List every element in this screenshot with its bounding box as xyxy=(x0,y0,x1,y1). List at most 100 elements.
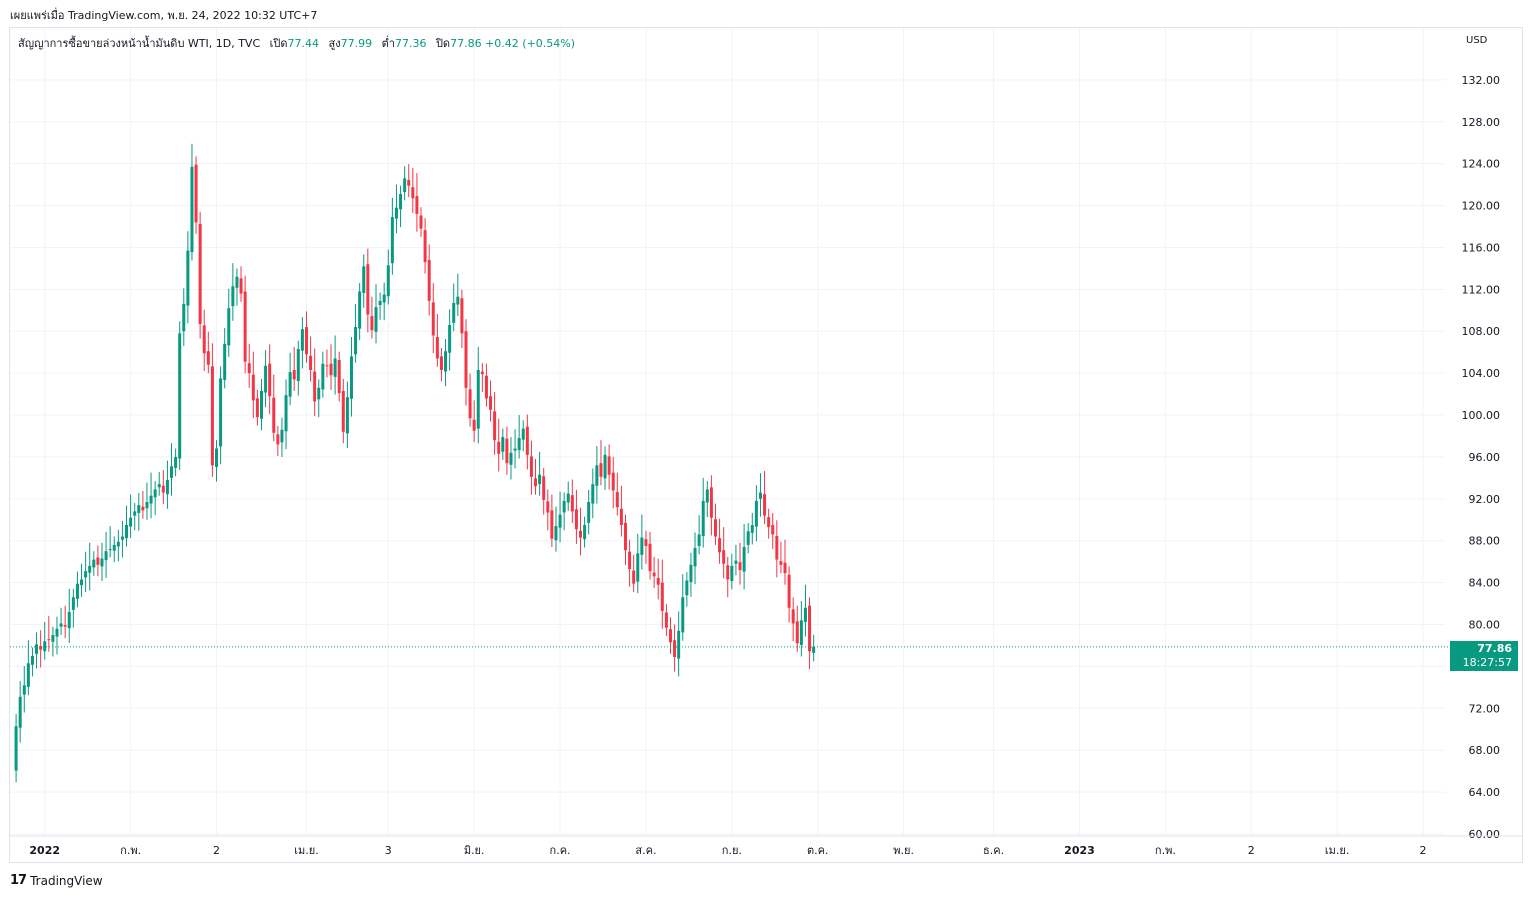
candle-body xyxy=(186,250,190,306)
tradingview-logo-icon: 17 xyxy=(10,873,27,888)
candle-body xyxy=(693,548,697,567)
candle-body xyxy=(354,327,358,355)
candle-body xyxy=(734,560,738,564)
candle-body xyxy=(235,276,239,288)
open-value: 77.44 xyxy=(287,37,320,50)
candle-body xyxy=(538,474,542,485)
candle-body xyxy=(550,510,554,539)
y-tick-label: 104.00 xyxy=(1462,367,1501,380)
candle-body xyxy=(51,634,55,642)
candle-body xyxy=(337,360,341,394)
candle-body xyxy=(480,371,484,375)
candle-body xyxy=(317,387,321,400)
candle-body xyxy=(255,398,259,418)
candle-body xyxy=(251,374,255,401)
x-tick-label: มิ.ย. xyxy=(464,844,485,857)
candle-body xyxy=(309,355,313,371)
candle-body xyxy=(501,437,505,452)
candle-body xyxy=(145,501,149,509)
high-label: สูง xyxy=(328,37,341,50)
brand-name: TradingView xyxy=(30,873,103,888)
candle-body xyxy=(452,302,456,323)
candle-body xyxy=(726,565,730,580)
candle-body xyxy=(599,463,603,477)
candle-body xyxy=(570,495,574,512)
candle-body xyxy=(18,696,22,728)
y-tick-label: 112.00 xyxy=(1462,283,1501,296)
candle-body xyxy=(243,291,247,362)
candle-body xyxy=(96,557,100,565)
candle-body xyxy=(673,640,677,657)
open-label: เปิด xyxy=(269,37,288,50)
candle-body xyxy=(632,570,636,584)
candle-body xyxy=(583,525,587,540)
x-tick-label: 3 xyxy=(385,844,392,857)
candle-body xyxy=(272,397,276,433)
y-tick-label: 72.00 xyxy=(1469,702,1501,715)
candle-body xyxy=(247,363,251,374)
y-tick-label: 60.00 xyxy=(1469,828,1501,841)
candle-body xyxy=(803,607,807,622)
candle-body xyxy=(370,316,374,331)
candle-body xyxy=(660,582,664,611)
candle-body xyxy=(178,333,182,459)
footer[interactable]: 17 TradingView xyxy=(10,873,103,888)
candle-body xyxy=(129,517,133,527)
candle-body xyxy=(259,390,263,419)
y-tick-label: 120.00 xyxy=(1462,200,1501,213)
candle-body xyxy=(705,489,709,503)
y-tick-label: 100.00 xyxy=(1462,409,1501,422)
candle-body xyxy=(742,547,746,572)
candle-body xyxy=(619,508,623,526)
candle-body xyxy=(497,441,501,454)
candle-body xyxy=(513,448,517,451)
candle-body xyxy=(783,562,787,574)
candle-body xyxy=(390,217,394,264)
candle-body xyxy=(603,454,607,479)
candle-body xyxy=(362,266,366,294)
candle-body xyxy=(697,534,701,546)
candle-body xyxy=(521,428,525,440)
candle-body xyxy=(407,179,411,186)
candle-body xyxy=(394,207,398,219)
candle-body xyxy=(170,466,174,478)
chart-pane[interactable] xyxy=(9,27,1523,863)
currency-label[interactable]: USD xyxy=(1466,35,1488,46)
candle-body xyxy=(329,363,333,376)
candle-body xyxy=(722,550,726,564)
candle-body xyxy=(120,536,124,540)
candle-body xyxy=(812,646,816,653)
x-tick-label: ก.พ. xyxy=(120,844,141,857)
candle-body xyxy=(566,493,570,503)
candle-body xyxy=(67,611,71,629)
y-tick-label: 80.00 xyxy=(1469,619,1501,632)
candle-body xyxy=(403,178,407,192)
x-tick-label: ก.ย. xyxy=(722,844,742,857)
candle-body xyxy=(112,544,116,551)
x-tick-label: พ.ย. xyxy=(893,844,914,857)
candle-body xyxy=(345,397,349,434)
candle-body xyxy=(215,448,218,467)
candle-body xyxy=(35,644,39,654)
candle-body xyxy=(84,571,88,578)
candle-body xyxy=(47,639,51,641)
candle-body xyxy=(411,187,415,199)
y-tick-label: 68.00 xyxy=(1469,744,1501,757)
change-value: +0.42 (+0.54%) xyxy=(485,37,576,50)
y-tick-label: 64.00 xyxy=(1469,786,1501,799)
candle-body xyxy=(456,296,460,305)
candle-body xyxy=(386,265,390,297)
candle-body xyxy=(444,351,448,372)
candle-body xyxy=(767,517,771,528)
candle-body xyxy=(63,625,67,627)
y-tick-label: 128.00 xyxy=(1462,116,1501,129)
y-tick-label: 84.00 xyxy=(1469,577,1501,590)
candle-body xyxy=(43,641,47,652)
x-tick-label: ธ.ค. xyxy=(983,844,1004,857)
candle-body xyxy=(366,264,370,315)
bar-countdown: 18:27:57 xyxy=(1462,656,1512,669)
y-tick-label: 116.00 xyxy=(1462,241,1501,254)
candle-body xyxy=(628,551,632,570)
candle-body xyxy=(182,304,186,332)
